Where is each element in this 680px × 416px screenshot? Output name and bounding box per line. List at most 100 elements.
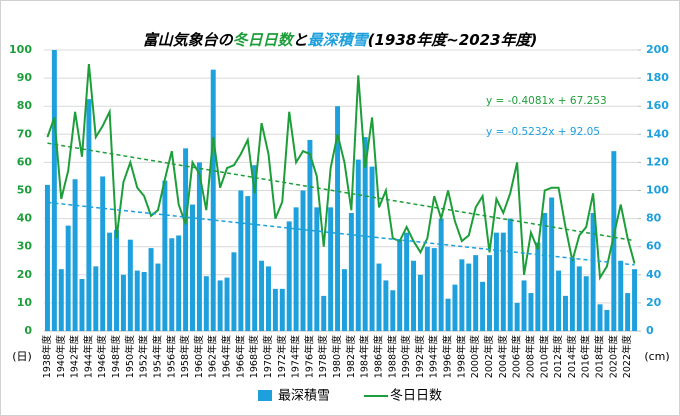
x-tick-label: 2000年度 <box>469 335 481 379</box>
bar <box>355 159 361 331</box>
x-tick-label: 1996年度 <box>442 335 454 379</box>
line <box>46 63 636 281</box>
y2-tick-label: 20 <box>646 296 662 309</box>
title-part: 冬日日数 <box>233 31 296 49</box>
bar <box>231 252 237 331</box>
y2-tick-label: 80 <box>646 212 662 225</box>
x-tick-label: 1966年度 <box>234 335 246 379</box>
bar <box>134 270 140 331</box>
bar <box>590 212 596 331</box>
bar <box>279 288 285 331</box>
y-tick-label: 90 <box>17 71 33 84</box>
x-tick-label: 1964年度 <box>221 335 233 379</box>
bar <box>397 239 403 331</box>
bar <box>217 280 223 331</box>
bar <box>210 69 216 332</box>
x-tick-label: 1946年度 <box>96 335 108 379</box>
bar <box>487 255 492 331</box>
bar <box>79 279 85 331</box>
bar <box>100 176 106 331</box>
bar <box>141 271 147 331</box>
x-tick-label: 1952年度 <box>138 335 150 379</box>
x-tick-label: 1974年度 <box>290 335 302 379</box>
x-tick-label: 1978年度 <box>317 335 329 379</box>
bar <box>107 232 113 331</box>
x-tick-label: 1958年度 <box>179 335 191 379</box>
y-tick-label: 10 <box>17 296 33 309</box>
bar <box>383 280 389 331</box>
bar <box>300 190 306 331</box>
x-tick-label: 1944年度 <box>82 335 94 379</box>
bar <box>514 302 520 331</box>
bar <box>362 137 368 331</box>
bar <box>556 270 562 331</box>
bar <box>632 269 638 331</box>
title-part: と <box>293 31 308 49</box>
bar <box>411 260 417 331</box>
x-tick-label: 1962年度 <box>207 335 219 379</box>
bar <box>528 293 534 331</box>
bar <box>473 255 479 331</box>
bar <box>493 232 499 331</box>
x-tick-label: 1980年度 <box>331 335 343 379</box>
y-tick-label: 20 <box>17 268 33 281</box>
bar <box>93 266 99 331</box>
bar <box>625 293 631 331</box>
bar <box>445 298 451 331</box>
bar <box>611 151 617 331</box>
title-part: 富山気象台の <box>143 31 234 49</box>
x-tick-label: 1968年度 <box>248 335 260 379</box>
bar <box>259 260 265 331</box>
y2-unit: (cm) <box>644 350 669 363</box>
legend-swatch <box>258 390 272 401</box>
bar <box>466 263 472 331</box>
title-part: 最深積雪 <box>308 31 370 49</box>
y2-tick-label: 0 <box>646 324 654 337</box>
bar <box>265 266 271 331</box>
chart-title: 富山気象台の冬日日数と最深積雪(1938年度~2023年度) <box>143 31 538 49</box>
bar <box>169 238 175 331</box>
bar <box>459 259 465 331</box>
x-tick-label: 2010年度 <box>538 335 550 379</box>
y2-tick-label: 100 <box>646 184 669 197</box>
x-tick-label: 1956年度 <box>165 335 177 379</box>
bar <box>569 257 575 331</box>
bar <box>335 106 341 331</box>
y2-tick-label: 40 <box>646 268 662 281</box>
bar <box>417 274 423 331</box>
x-tick-label: 1990年度 <box>400 335 412 379</box>
x-tick-label: 1954年度 <box>151 335 163 379</box>
x-tick-label: 1940年度 <box>55 335 67 379</box>
y-tick-label: 50 <box>17 184 33 197</box>
bar <box>328 207 334 331</box>
bar <box>307 139 313 331</box>
x-tick-label: 1970年度 <box>262 335 274 379</box>
x-tick-label: 2014年度 <box>566 335 578 379</box>
y-tick-label: 0 <box>24 324 32 337</box>
bar <box>224 277 230 331</box>
x-tick-label: 2016年度 <box>580 335 592 379</box>
x-tick-label: 1984年度 <box>359 335 371 379</box>
title-part: (1938年度~2023年度) <box>368 31 538 49</box>
bar <box>452 284 458 331</box>
bar <box>431 248 437 331</box>
bar <box>51 50 57 331</box>
y2-tick-label: 140 <box>646 127 669 140</box>
x-tick-label: 1972年度 <box>276 335 288 379</box>
legend-label: 冬日日数 <box>390 388 442 404</box>
y-tick-label: 60 <box>17 155 33 168</box>
x-tick-label: 2018年度 <box>594 335 606 379</box>
bar <box>321 295 327 331</box>
x-tick-label: 1986年度 <box>372 335 384 379</box>
y-unit: (日) <box>12 350 32 363</box>
bar <box>293 207 299 331</box>
bar <box>480 281 486 331</box>
bar <box>562 295 568 331</box>
x-tick-label: 1992年度 <box>414 335 426 379</box>
bar <box>58 269 64 331</box>
bar <box>507 218 513 331</box>
x-tick-label: 2022年度 <box>621 335 633 379</box>
bar <box>618 260 624 331</box>
y2-tick-label: 180 <box>646 71 669 84</box>
